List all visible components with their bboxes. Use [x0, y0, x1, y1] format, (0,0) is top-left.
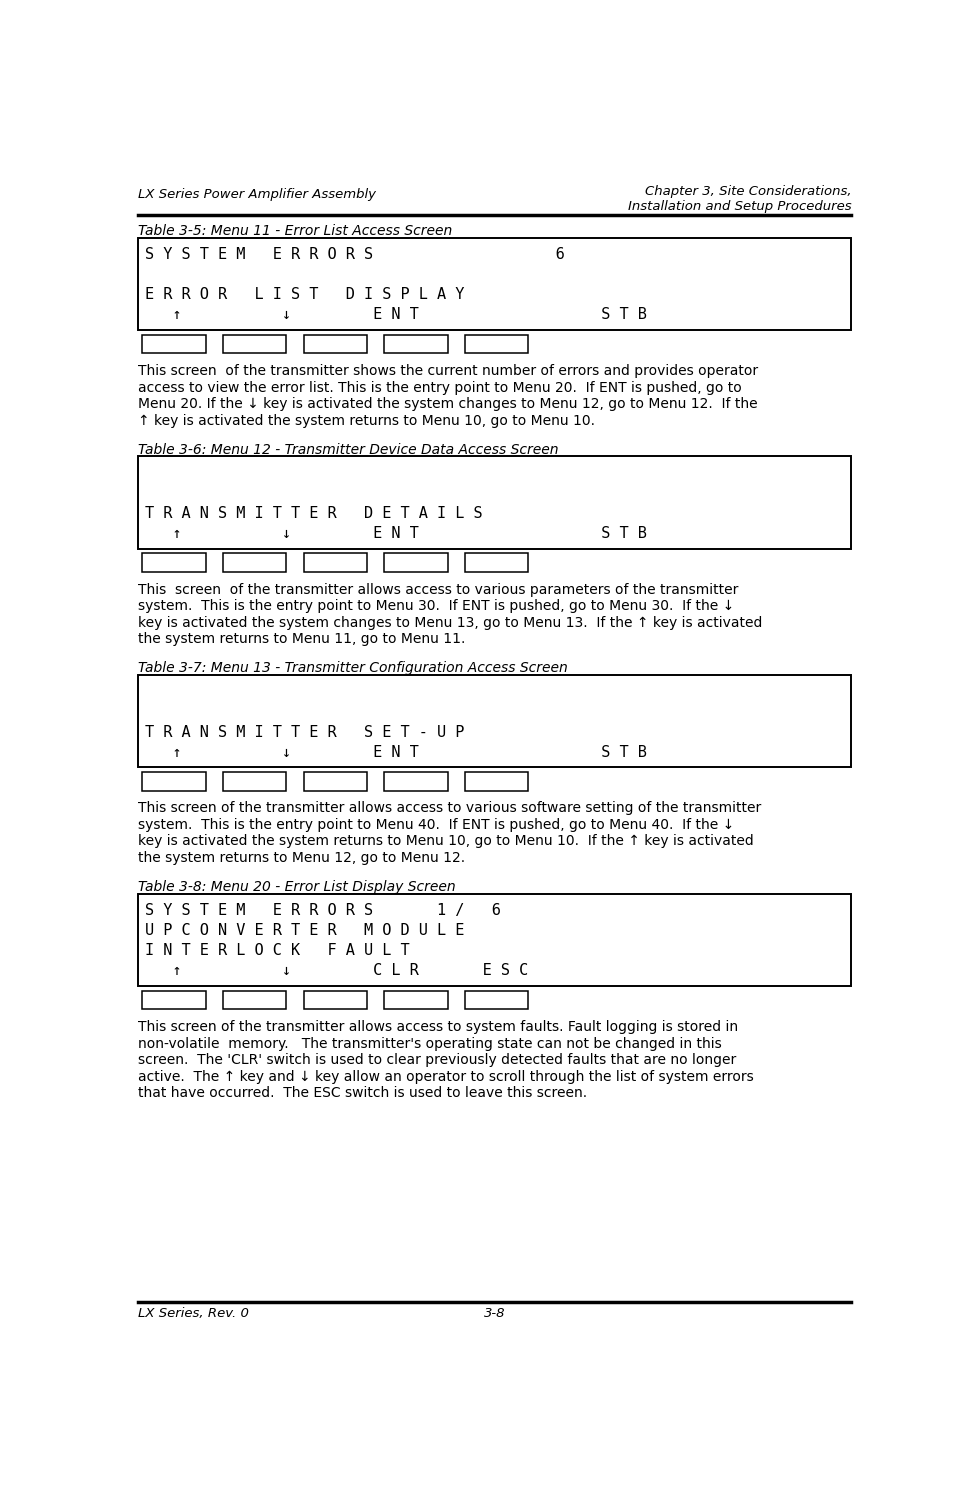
Bar	[465, 554, 528, 572]
Text: Table 3-6: Menu 12 - Transmitter Device Data Access Screen: Table 3-6: Menu 12 - Transmitter Device …	[138, 442, 558, 457]
Text: ↑ key is activated the system returns to Menu 10, go to Menu 10.: ↑ key is activated the system returns to…	[138, 414, 594, 427]
Text: ↑           ↓         C L R       E S C: ↑ ↓ C L R E S C	[146, 963, 529, 978]
Bar	[142, 991, 206, 1009]
Text: S Y S T E M   E R R O R S                    6: S Y S T E M E R R O R S 6	[146, 248, 565, 263]
Text: LX Series, Rev. 0: LX Series, Rev. 0	[138, 1308, 249, 1320]
Text: E R R O R   L I S T   D I S P L A Y: E R R O R L I S T D I S P L A Y	[146, 287, 465, 303]
Text: Menu 20. If the ↓ key is activated the system changes to Menu 12, go to Menu 12.: Menu 20. If the ↓ key is activated the s…	[138, 397, 758, 411]
Text: system.  This is the entry point to Menu 30.  If ENT is pushed, go to Menu 30.  : system. This is the entry point to Menu …	[138, 599, 734, 614]
Bar	[465, 772, 528, 790]
Bar	[142, 772, 206, 790]
Bar	[142, 334, 206, 354]
Text: ↑           ↓         E N T                    S T B: ↑ ↓ E N T S T B	[146, 308, 648, 322]
Bar	[223, 334, 287, 354]
Bar	[304, 334, 367, 354]
Text: active.  The ↑ key and ↓ key allow an operator to scroll through the list of sys: active. The ↑ key and ↓ key allow an ope…	[138, 1069, 754, 1084]
Text: LX Series Power Amplifier Assembly: LX Series Power Amplifier Assembly	[138, 188, 375, 202]
Bar	[138, 675, 851, 767]
Text: This screen of the transmitter allows access to system faults. Fault logging is : This screen of the transmitter allows ac…	[138, 1020, 738, 1035]
Text: This screen of the transmitter allows access to various software setting of the : This screen of the transmitter allows ac…	[138, 802, 761, 815]
Bar	[304, 991, 367, 1009]
Text: the system returns to Menu 12, go to Menu 12.: the system returns to Menu 12, go to Men…	[138, 851, 465, 864]
Bar	[138, 457, 851, 549]
Text: the system returns to Menu 11, go to Menu 11.: the system returns to Menu 11, go to Men…	[138, 633, 465, 646]
Bar	[465, 991, 528, 1009]
Text: 3-8: 3-8	[484, 1308, 506, 1320]
Text: Table 3-8: Menu 20 - Error List Display Screen: Table 3-8: Menu 20 - Error List Display …	[138, 879, 455, 894]
Text: T R A N S M I T T E R   S E T - U P: T R A N S M I T T E R S E T - U P	[146, 724, 465, 739]
Text: Table 3-5: Menu 11 - Error List Access Screen: Table 3-5: Menu 11 - Error List Access S…	[138, 224, 452, 237]
Bar	[384, 554, 448, 572]
Bar	[384, 991, 448, 1009]
Bar	[138, 894, 851, 985]
Bar	[138, 237, 851, 330]
Text: Chapter 3, Site Considerations,
Installation and Setup Procedures: Chapter 3, Site Considerations, Installa…	[628, 185, 851, 213]
Bar	[465, 334, 528, 354]
Bar	[142, 554, 206, 572]
Text: access to view the error list. This is the entry point to Menu 20.  If ENT is pu: access to view the error list. This is t…	[138, 381, 741, 394]
Text: U P C O N V E R T E R   M O D U L E: U P C O N V E R T E R M O D U L E	[146, 923, 465, 939]
Text: key is activated the system changes to Menu 13, go to Menu 13.  If the ↑ key is : key is activated the system changes to M…	[138, 615, 762, 630]
Text: I N T E R L O C K   F A U L T: I N T E R L O C K F A U L T	[146, 944, 410, 959]
Bar	[384, 772, 448, 790]
Bar	[304, 554, 367, 572]
Text: non-volatile  memory.   The transmitter's operating state can not be changed in : non-volatile memory. The transmitter's o…	[138, 1036, 722, 1051]
Text: This  screen  of the transmitter allows access to various parameters of the tran: This screen of the transmitter allows ac…	[138, 582, 738, 597]
Text: ↑           ↓         E N T                    S T B: ↑ ↓ E N T S T B	[146, 526, 648, 540]
Text: Table 3-7: Menu 13 - Transmitter Configuration Access Screen: Table 3-7: Menu 13 - Transmitter Configu…	[138, 661, 567, 675]
Text: key is activated the system returns to Menu 10, go to Menu 10.  If the ↑ key is : key is activated the system returns to M…	[138, 835, 754, 848]
Text: system.  This is the entry point to Menu 40.  If ENT is pushed, go to Menu 40.  : system. This is the entry point to Menu …	[138, 818, 734, 832]
Bar	[223, 554, 287, 572]
Text: that have occurred.  The ESC switch is used to leave this screen.: that have occurred. The ESC switch is us…	[138, 1087, 587, 1100]
Text: This screen  of the transmitter shows the current number of errors and provides : This screen of the transmitter shows the…	[138, 364, 758, 378]
Bar	[223, 991, 287, 1009]
Bar	[384, 334, 448, 354]
Bar	[304, 772, 367, 790]
Text: S Y S T E M   E R R O R S       1 /   6: S Y S T E M E R R O R S 1 / 6	[146, 903, 501, 918]
Text: screen.  The 'CLR' switch is used to clear previously detected faults that are n: screen. The 'CLR' switch is used to clea…	[138, 1053, 736, 1067]
Text: ↑           ↓         E N T                    S T B: ↑ ↓ E N T S T B	[146, 745, 648, 760]
Text: T R A N S M I T T E R   D E T A I L S: T R A N S M I T T E R D E T A I L S	[146, 506, 483, 521]
Bar	[223, 772, 287, 790]
